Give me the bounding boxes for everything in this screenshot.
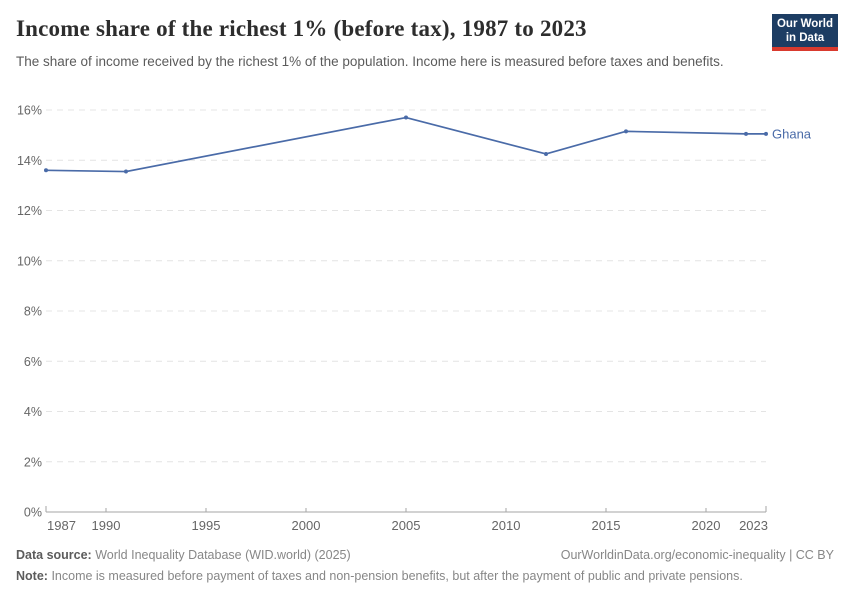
owid-logo-line2: in Data	[785, 32, 825, 44]
footer-url: OurWorldinData.org/economic-inequality |…	[560, 548, 834, 562]
x-tick-label: 2005	[392, 518, 421, 533]
x-tick-label: 2000	[292, 518, 321, 533]
data-source-label: Data source:	[16, 548, 92, 562]
y-tick-label: 8%	[24, 305, 42, 319]
y-tick-label: 0%	[24, 506, 42, 520]
x-tick-label: 1987	[47, 518, 76, 533]
footer-note-line: Note: Income is measured before payment …	[16, 566, 834, 587]
data-point[interactable]	[404, 115, 408, 120]
y-tick-label: 10%	[17, 254, 42, 268]
y-tick-label: 2%	[24, 455, 42, 469]
chart-subtitle: The share of income received by the rich…	[16, 54, 724, 69]
footer-note-label: Note:	[16, 569, 48, 583]
data-point[interactable]	[744, 131, 748, 136]
y-tick-label: 4%	[24, 405, 42, 419]
data-source-text: World Inequality Database (WID.world) (2…	[95, 548, 351, 562]
trend-line-ghana[interactable]	[45, 116, 766, 173]
y-tick-label: 16%	[17, 104, 42, 118]
y-tick-label: 6%	[24, 355, 42, 369]
x-tick-label: 2015	[592, 518, 621, 533]
x-tick-label: 2023	[739, 518, 768, 533]
chart-footer: Data source: World Inequality Database (…	[16, 545, 834, 587]
owid-logo-line1: Our World	[776, 18, 833, 30]
x-tick-label: 1995	[192, 518, 221, 533]
x-tick-label: 1990	[92, 518, 121, 533]
y-tick-label: 14%	[17, 154, 42, 168]
data-point[interactable]	[624, 129, 628, 134]
data-source-line: Data source: World Inequality Database (…	[16, 545, 351, 566]
page-title: Income share of the richest 1% (before t…	[16, 16, 587, 41]
data-point[interactable]	[764, 131, 768, 136]
footer-note-text: Income is measured before payment of tax…	[51, 569, 743, 583]
data-point[interactable]	[44, 168, 48, 173]
x-tick-label: 2020	[692, 518, 721, 533]
owid-logo: Our World in Data	[772, 14, 838, 51]
data-point[interactable]	[124, 169, 128, 174]
data-point[interactable]	[544, 151, 548, 156]
series-label-ghana[interactable]: Ghana	[772, 126, 812, 141]
x-tick-label: 2010	[492, 518, 521, 533]
y-tick-label: 12%	[17, 204, 42, 218]
